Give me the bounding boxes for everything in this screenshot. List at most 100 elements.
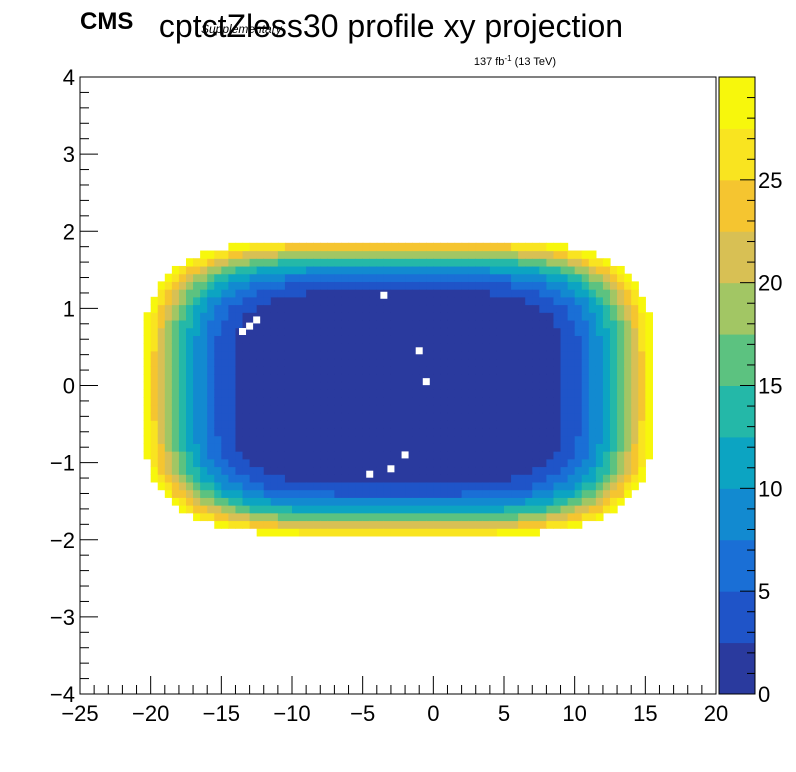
heatmap-cell: [426, 412, 434, 421]
heatmap-cell: [178, 474, 187, 483]
heatmap-cell: [383, 258, 392, 267]
heatmap-cell: [200, 381, 208, 390]
heatmap-cell: [341, 435, 350, 444]
heatmap-cell: [433, 458, 441, 468]
heatmap-cell: [270, 319, 279, 329]
heatmap-cell: [588, 427, 597, 437]
heatmap-cell: [419, 319, 427, 329]
heatmap-cell: [341, 512, 350, 522]
heatmap-cell: [277, 358, 286, 367]
heatmap-cell: [390, 397, 399, 406]
heatmap-cell: [546, 281, 555, 290]
heatmap-cell: [390, 435, 399, 444]
heatmap-cell: [645, 312, 653, 321]
heatmap-cell: [207, 443, 215, 452]
heatmap-cell: [369, 304, 378, 313]
heatmap-cell: [489, 497, 498, 506]
heatmap-cell: [624, 350, 632, 360]
heatmap-cell: [277, 319, 286, 329]
heatmap-cell: [143, 420, 152, 429]
heatmap-cell: [631, 296, 639, 306]
heatmap-cell: [504, 366, 512, 375]
heatmap-cell: [426, 489, 434, 498]
heatmap-cell: [355, 427, 364, 437]
heatmap-cell: [412, 474, 420, 483]
heatmap-cell: [468, 343, 477, 352]
heatmap-cell: [341, 366, 350, 375]
heatmap-cell: [560, 397, 569, 406]
heatmap-cell: [496, 528, 505, 537]
heatmap-cell: [207, 381, 215, 390]
heatmap-cell: [341, 327, 350, 336]
heatmap-cell: [638, 296, 646, 306]
heatmap-cell: [504, 458, 512, 468]
heatmap-cell: [341, 458, 350, 468]
heatmap-cell: [447, 512, 456, 522]
heatmap-cell: [567, 327, 576, 336]
heatmap-cell: [376, 335, 385, 344]
heatmap-cell: [150, 296, 159, 306]
heatmap-cell: [475, 389, 484, 398]
heatmap-cell: [447, 404, 456, 414]
heatmap-cell: [574, 420, 583, 429]
heatmap-cell: [574, 497, 583, 506]
heatmap-cell: [376, 304, 385, 313]
heatmap-cell: [334, 443, 343, 452]
heatmap-cell: [595, 258, 604, 267]
heatmap-cell: [560, 273, 569, 282]
heatmap-cell: [567, 481, 576, 491]
heatmap-cell: [249, 296, 258, 306]
heatmap-cell: [553, 289, 562, 298]
heatmap-cell: [355, 466, 364, 475]
heatmap-cell: [532, 273, 540, 282]
heatmap-cell: [207, 373, 215, 383]
heatmap-cell: [376, 458, 385, 468]
heatmap-cell: [214, 327, 222, 336]
heatmap-cell: [362, 242, 371, 252]
heatmap-cell: [482, 265, 491, 275]
heatmap-cell: [214, 481, 222, 491]
heatmap-cell: [292, 451, 300, 460]
heatmap-cell: [341, 373, 350, 383]
color-scale-band: [719, 179, 755, 232]
heatmap-cell: [334, 458, 343, 468]
heatmap-cell: [200, 497, 208, 506]
heatmap-cell: [362, 466, 371, 475]
heatmap-cell: [532, 366, 540, 375]
heatmap-cell: [454, 474, 463, 483]
heatmap-cell: [355, 381, 364, 390]
heatmap-cell: [574, 427, 583, 437]
heatmap-cell: [489, 350, 498, 360]
heatmap-cell: [602, 312, 611, 321]
heatmap-cell: [306, 250, 314, 259]
heatmap-cell: [468, 389, 477, 398]
heatmap-cell: [157, 335, 166, 344]
heatmap-cell: [440, 242, 449, 252]
heatmap-cell: [376, 381, 385, 390]
heatmap-cell: [504, 258, 512, 267]
heatmap-cell: [525, 435, 533, 444]
heatmap-cell: [560, 474, 569, 483]
heatmap-cell: [178, 458, 187, 468]
heatmap-cell: [277, 296, 286, 306]
heatmap-cell: [504, 373, 512, 383]
heatmap-cell: [171, 273, 180, 282]
heatmap-cell: [320, 296, 328, 306]
heatmap-cell: [263, 250, 272, 259]
heatmap-cell: [398, 373, 406, 383]
heatmap-cell: [405, 304, 413, 313]
heatmap-cell: [518, 343, 526, 352]
heatmap-cell: [588, 319, 597, 329]
heatmap-cell: [306, 312, 314, 321]
heatmap-cell: [496, 327, 505, 336]
heatmap-cell: [327, 505, 335, 514]
heatmap-cell: [574, 381, 583, 390]
heatmap-cell: [341, 250, 350, 259]
heatmap-cell: [447, 281, 456, 290]
heatmap-cell: [157, 373, 166, 383]
heatmap-cell: [539, 489, 547, 498]
heatmap-cell: [461, 481, 470, 491]
heatmap-cell: [532, 474, 540, 483]
heatmap-cell: [511, 312, 519, 321]
heatmap-cell: [306, 327, 314, 336]
